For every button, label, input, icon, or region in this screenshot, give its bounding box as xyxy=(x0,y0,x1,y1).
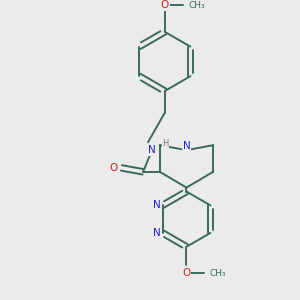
Text: O: O xyxy=(161,0,169,10)
Text: H: H xyxy=(163,139,169,148)
Text: O: O xyxy=(182,268,190,278)
Text: N: N xyxy=(153,200,160,210)
Text: N: N xyxy=(148,145,156,155)
Text: N: N xyxy=(183,141,190,151)
Text: O: O xyxy=(110,163,118,173)
Text: N: N xyxy=(153,228,160,238)
Text: CH₃: CH₃ xyxy=(188,1,205,10)
Text: CH₃: CH₃ xyxy=(210,269,226,278)
